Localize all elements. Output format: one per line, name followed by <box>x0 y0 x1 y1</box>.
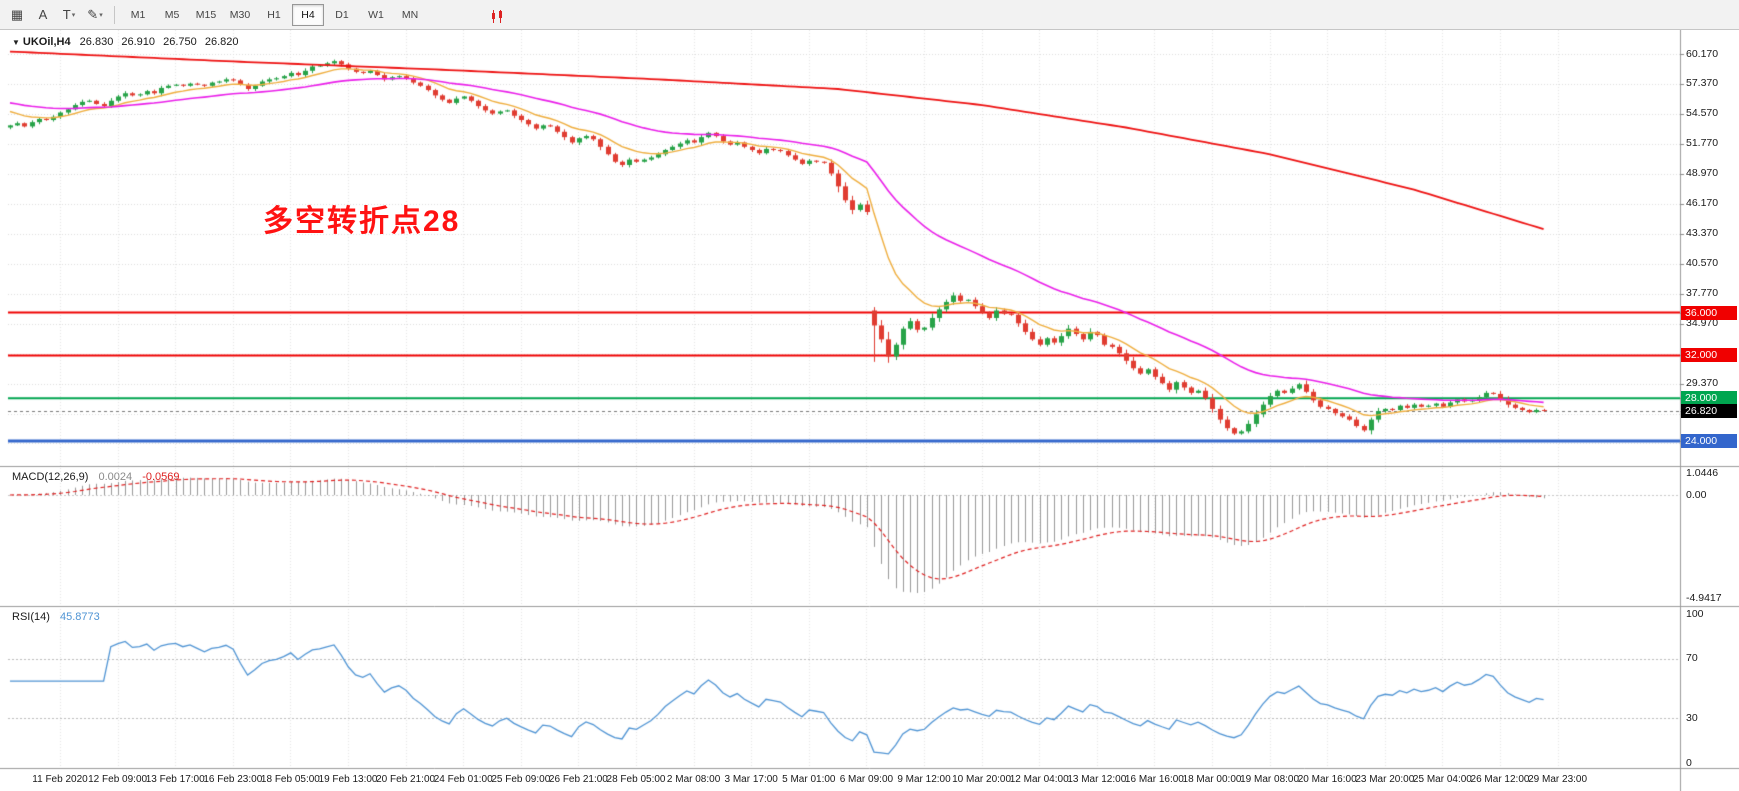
price-axis-label: 48.970 <box>1686 167 1719 180</box>
time-axis-label: 24 Feb 01:00 <box>433 774 493 785</box>
timeframe-button-w1[interactable]: W1 <box>368 8 384 21</box>
timeframe-button-h1[interactable]: H1 <box>267 8 281 21</box>
macd-title: MACD(12,26,9) <box>12 471 89 483</box>
rsi-axis-label: 0 <box>1686 756 1692 769</box>
price-axis-label: 37.770 <box>1686 287 1719 300</box>
price-level-box: 24.000 <box>1681 434 1737 449</box>
symbol-name: UKOil,H4 <box>22 36 71 48</box>
time-axis-label: 20 Mar 16:00 <box>1297 774 1357 785</box>
time-axis-label: 19 Mar 08:00 <box>1240 774 1300 785</box>
text-t-icon[interactable]: T ▾ <box>62 7 76 22</box>
time-axis-label: 6 Mar 09:00 <box>839 774 894 785</box>
macd-axis-label: 0.00 <box>1686 488 1707 501</box>
price-axis-label: 34.970 <box>1686 317 1719 330</box>
timeframe-buttons: M1 M5 M15 M30 H1 H4 D1 W1 MN <box>121 3 427 26</box>
price-level-box: 32.000 <box>1681 348 1737 363</box>
rsi-value: 45.8773 <box>59 611 100 623</box>
time-axis-label: 16 Mar 16:00 <box>1124 774 1184 785</box>
price-axis-label: 57.370 <box>1686 77 1719 90</box>
current-price-box: 26.820 <box>1681 403 1737 418</box>
price-axis-label: 60.170 <box>1686 47 1719 60</box>
timeframe-button-d1[interactable]: D1 <box>335 8 349 21</box>
time-axis-label: 5 Mar 01:00 <box>782 774 836 785</box>
rsi-panel-header: RSI(14) 45.8773 <box>12 611 100 623</box>
price-level-box: 28.000 <box>1681 391 1737 406</box>
price-axis-label: 43.370 <box>1686 227 1719 240</box>
time-axis-label: 13 Feb 17:00 <box>145 774 205 785</box>
time-axis-label: 9 Mar 12:00 <box>897 774 951 785</box>
price-level-box: 36.000 <box>1681 305 1737 320</box>
time-axis-label: 13 Mar 12:00 <box>1067 774 1127 785</box>
timeframe-button-m5[interactable]: M5 <box>164 8 180 21</box>
red-candles-icon[interactable] <box>485 4 509 28</box>
ohlc-open: 26.830 <box>79 36 114 48</box>
ohlc-high: 26.910 <box>121 36 156 48</box>
ohlc-low: 26.750 <box>163 36 197 48</box>
time-axis-label: 25 Feb 09:00 <box>491 774 551 785</box>
price-axis-label: 51.770 <box>1686 137 1719 150</box>
price-chart-canvas[interactable] <box>0 30 1739 791</box>
time-axis-label: 26 Feb 21:00 <box>548 774 608 785</box>
time-axis-label: 18 Feb 05:00 <box>260 774 320 785</box>
macd-signal-value: -0.0569 <box>142 471 180 483</box>
price-axis-label: 40.570 <box>1686 257 1719 270</box>
macd-axis-label: -4.9417 <box>1686 592 1722 605</box>
time-axis-label: 18 Mar 00:00 <box>1182 774 1242 785</box>
draw-shapes-icon[interactable]: ✎ ▾ <box>87 6 103 22</box>
timeframe-button-m15[interactable]: M15 <box>195 8 217 21</box>
macd-axis-label: 1.0446 <box>1686 466 1719 479</box>
timeframe-button-m1[interactable]: M1 <box>130 8 146 21</box>
timeframe-button-m30[interactable]: M30 <box>229 8 251 21</box>
chevron-down-icon: ▾ <box>99 11 103 19</box>
time-axis-label: 10 Mar 20:00 <box>952 774 1012 785</box>
collapse-triangle-icon[interactable]: ▼ <box>12 38 20 47</box>
time-axis-label: 26 Mar 12:00 <box>1470 774 1530 785</box>
time-axis-label: 19 Feb 13:00 <box>318 774 378 785</box>
ohlc-close: 26.820 <box>204 36 239 48</box>
grid-icon[interactable]: ▦ <box>10 6 24 22</box>
time-axis-label: 28 Feb 05:00 <box>606 774 666 785</box>
time-axis-label: 2 Mar 08:00 <box>666 774 721 785</box>
toolbar-separator <box>114 5 115 24</box>
red-candles-glyph <box>491 9 502 23</box>
rsi-axis-label: 70 <box>1686 652 1698 665</box>
time-axis-label: 23 Mar 20:00 <box>1355 774 1415 785</box>
time-axis-label: 12 Feb 09:00 <box>88 774 148 785</box>
time-axis-label: 12 Mar 04:00 <box>1009 774 1069 785</box>
text-a-icon[interactable]: A <box>38 7 48 22</box>
macd-panel-header: MACD(12,26,9) 0.0024 -0.0569 <box>12 471 180 483</box>
rsi-axis-label: 100 <box>1686 607 1704 620</box>
price-axis-label: 29.370 <box>1686 377 1719 390</box>
timeframe-button-h4[interactable]: H4 <box>292 3 324 26</box>
rsi-title: RSI(14) <box>12 611 50 623</box>
symbol-ohlc-line: ▼ UKOil,H4 26.830 26.910 26.750 26.820 <box>12 36 243 48</box>
price-axis-label: 54.570 <box>1686 107 1719 120</box>
chevron-down-icon: ▾ <box>71 11 76 19</box>
toolbar: ▦ A T ▾ ✎ ▾ M1 M5 M15 M30 H1 H4 D1 W1 MN <box>0 0 1739 30</box>
time-axis-label: 11 Feb 2020 <box>32 774 88 785</box>
macd-main-value: 0.0024 <box>98 471 133 483</box>
price-axis-label: 46.170 <box>1686 197 1719 210</box>
time-axis-label: 20 Feb 21:00 <box>376 774 436 785</box>
time-axis-label: 25 Mar 04:00 <box>1412 774 1472 785</box>
timeframe-button-mn[interactable]: MN <box>401 8 419 21</box>
chart-annotation-text[interactable]: 多空转折点28 <box>263 205 461 238</box>
time-axis-label: 29 Mar 23:00 <box>1528 774 1588 785</box>
rsi-axis-label: 30 <box>1686 711 1698 724</box>
time-axis-label: 3 Mar 17:00 <box>724 774 778 785</box>
time-axis-label: 16 Feb 23:00 <box>203 774 263 785</box>
